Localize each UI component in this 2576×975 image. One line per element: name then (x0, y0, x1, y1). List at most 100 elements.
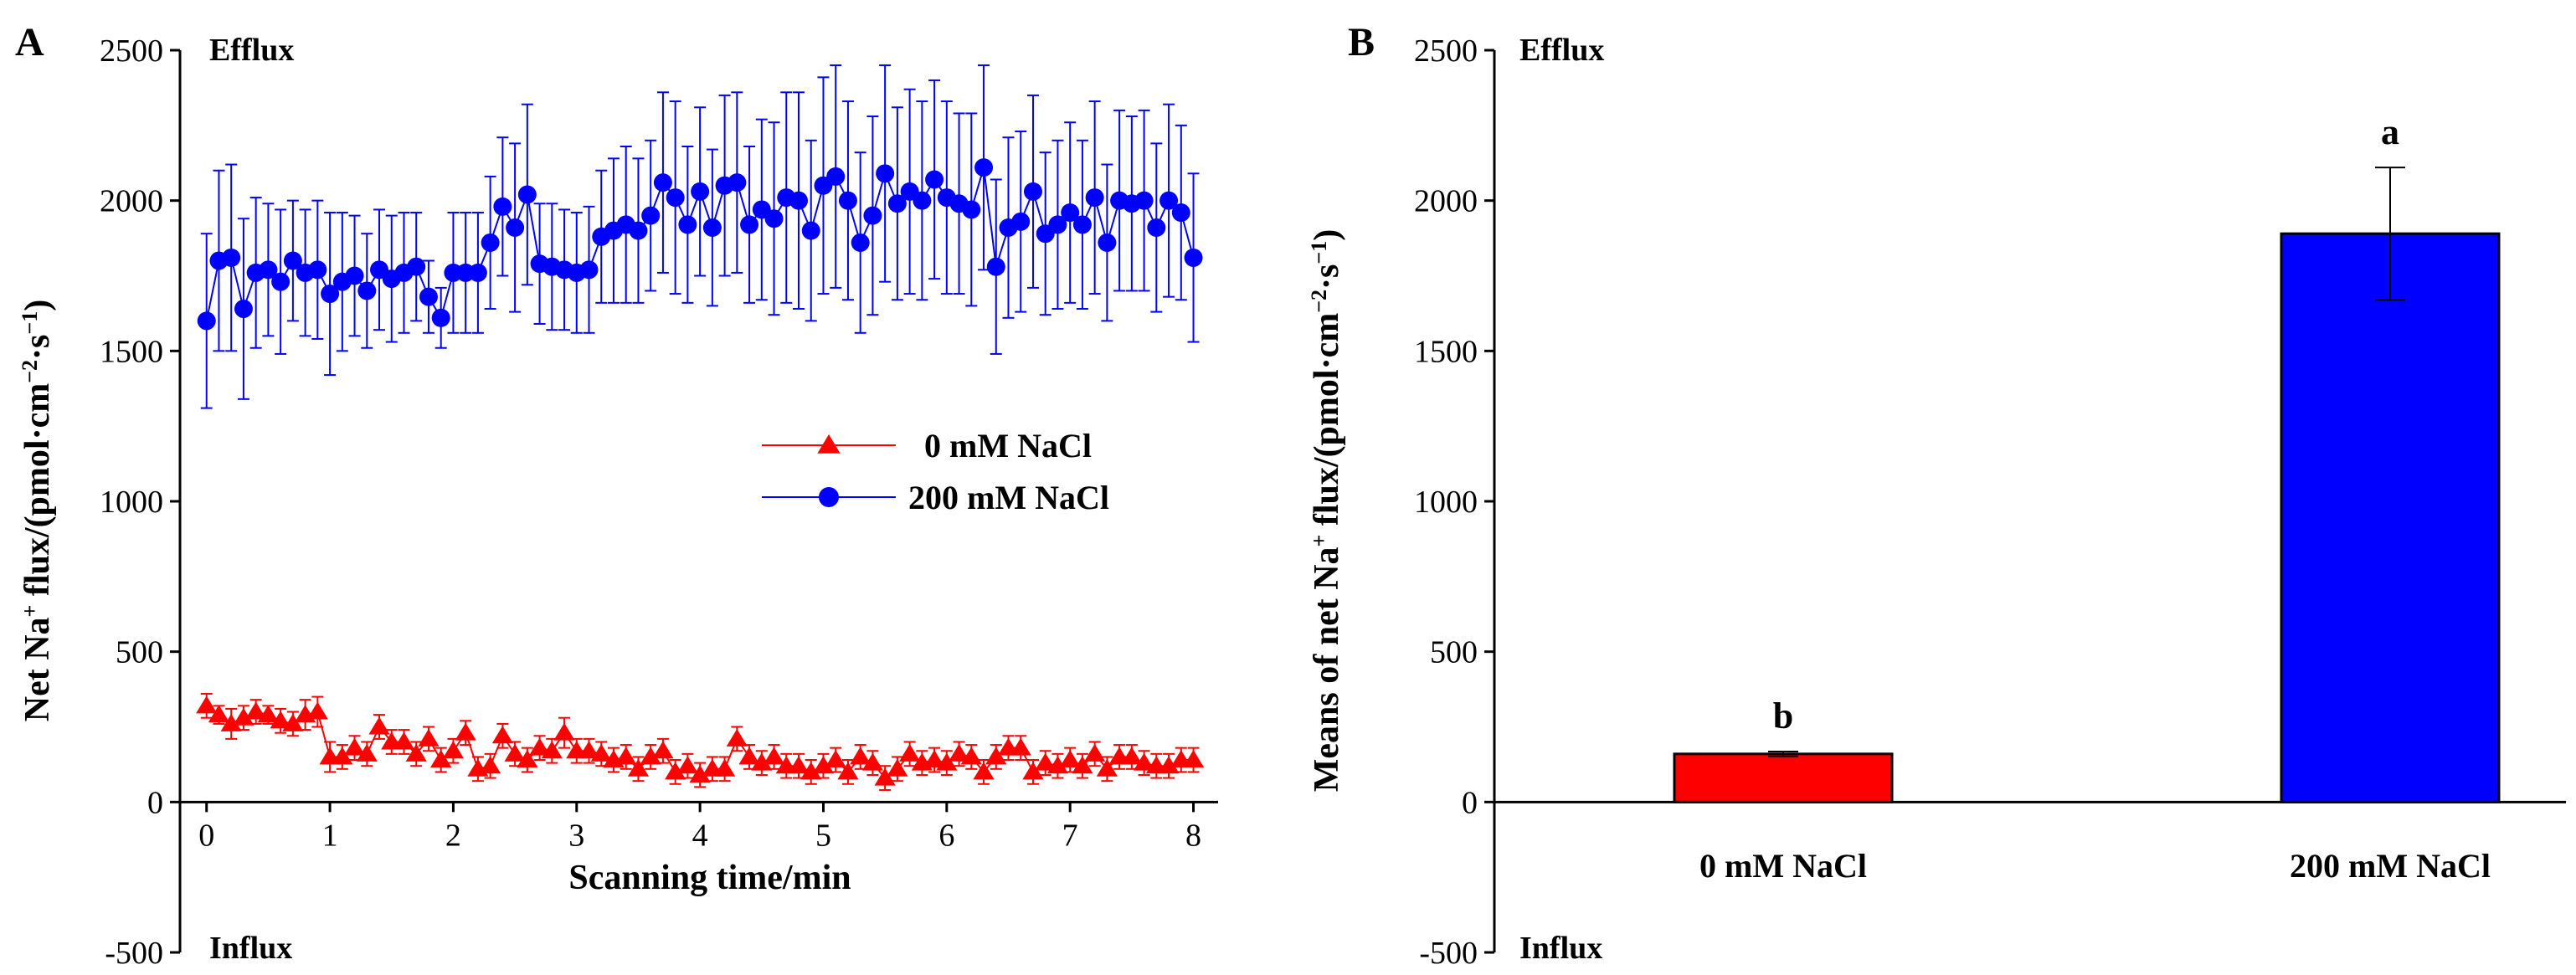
panel-b-y-tick-label: 1500 (1414, 334, 1478, 369)
data-point (259, 260, 278, 280)
data-point (528, 737, 551, 756)
data-point (345, 266, 364, 285)
panel-a-y-tick-label: -500 (105, 936, 163, 971)
data-point (812, 756, 835, 774)
data-point (1035, 752, 1057, 771)
panel-a-efflux-label: Efflux (209, 33, 294, 68)
data-point (913, 191, 932, 210)
data-point (851, 233, 870, 252)
panel-a-x-tick-label: 8 (1185, 818, 1201, 853)
data-point (234, 300, 253, 319)
data-point (208, 705, 230, 723)
data-point (245, 701, 267, 720)
data-point (1182, 750, 1205, 768)
data-point (652, 741, 674, 759)
data-point (1061, 203, 1080, 223)
bar (2280, 232, 2501, 803)
panel-b-efflux-label: Efflux (1519, 33, 1604, 68)
panel-a-y-tick-label: 2000 (100, 184, 163, 219)
panel-b-y-tick-label: -500 (1419, 936, 1478, 971)
data-point (431, 308, 450, 327)
panel-a-x-tick-label: 1 (322, 818, 338, 853)
data-point (442, 741, 465, 759)
data-point (418, 728, 440, 747)
data-point (678, 215, 697, 234)
panel-a-x-tick-label: 7 (1062, 818, 1078, 853)
data-point (407, 257, 426, 276)
data-point (1072, 215, 1092, 234)
panel-a-y-axis-label: Net Na+ flux/(pmol·cm−2·s−1) (18, 300, 58, 721)
panel-a-legend: 0 mM NaCl 200 mM NaCl (762, 427, 1109, 516)
data-point (579, 260, 599, 280)
data-point (948, 743, 970, 762)
data-point (801, 221, 820, 240)
data-point (419, 287, 438, 306)
legend-marker (819, 487, 839, 507)
data-point (283, 251, 302, 270)
data-point (837, 762, 859, 780)
data-point (629, 221, 648, 240)
panel-a-y-axis: -500 0 500 1000 1500 2000 2500 (100, 33, 182, 971)
panel-a-x-axis: 0 1 2 3 4 5 6 7 8 (180, 800, 1218, 853)
data-point (738, 747, 760, 765)
data-point (740, 215, 759, 234)
data-point (640, 747, 661, 765)
data-point (728, 173, 747, 192)
data-point (974, 158, 994, 177)
data-point (196, 695, 218, 714)
panel-a-x-tick-label: 5 (815, 818, 831, 853)
data-point (220, 713, 242, 731)
data-point (405, 743, 427, 762)
panel-b-y-tick-label: 2000 (1414, 184, 1478, 219)
data-point (1121, 747, 1143, 765)
bar-category-label: 0 mM NaCl (1699, 847, 1867, 885)
data-point (257, 705, 280, 723)
data-point (627, 758, 650, 777)
data-point (985, 747, 1007, 765)
panel-b-y-tick-label: 500 (1430, 635, 1478, 670)
data-point (665, 762, 686, 780)
data-point (676, 756, 698, 774)
data-point (481, 233, 500, 252)
data-point (517, 185, 537, 204)
panel-b-y-axis: -500 0 500 1000 1500 2000 2500 (1414, 33, 2566, 971)
data-point (1133, 752, 1155, 771)
data-point (233, 707, 255, 726)
data-point (480, 756, 501, 774)
data-point (763, 747, 785, 765)
data-point (1059, 750, 1081, 768)
data-point (1096, 758, 1118, 777)
data-point (936, 752, 958, 771)
data-point (751, 752, 773, 771)
data-point (1158, 756, 1180, 774)
panel-b-letter: B (1348, 20, 1375, 64)
data-point (590, 743, 612, 762)
data-point (641, 206, 661, 225)
data-point (368, 716, 390, 735)
data-point (838, 191, 857, 210)
legend-label: 0 mM NaCl (924, 427, 1092, 464)
data-point (923, 750, 945, 768)
data-point (962, 200, 981, 219)
data-point (764, 209, 784, 228)
panel-a-letter: A (15, 20, 44, 64)
data-point (332, 747, 353, 765)
data-point (491, 726, 513, 744)
data-point (1171, 203, 1190, 223)
data-point (578, 741, 600, 759)
data-point (197, 311, 216, 331)
data-point (825, 750, 846, 768)
significance-letter: b (1773, 695, 1793, 736)
data-point (1098, 233, 1117, 252)
data-point (1159, 191, 1179, 210)
bar (1673, 752, 1894, 803)
data-point (282, 713, 304, 731)
data-point (653, 173, 672, 192)
panel-b-influx-label: Influx (1519, 931, 1602, 966)
panel-b-y-tick-label: 0 (1462, 785, 1478, 820)
data-point (468, 263, 487, 282)
data-point (702, 218, 722, 238)
data-point (1048, 215, 1067, 234)
data-point (306, 701, 328, 720)
